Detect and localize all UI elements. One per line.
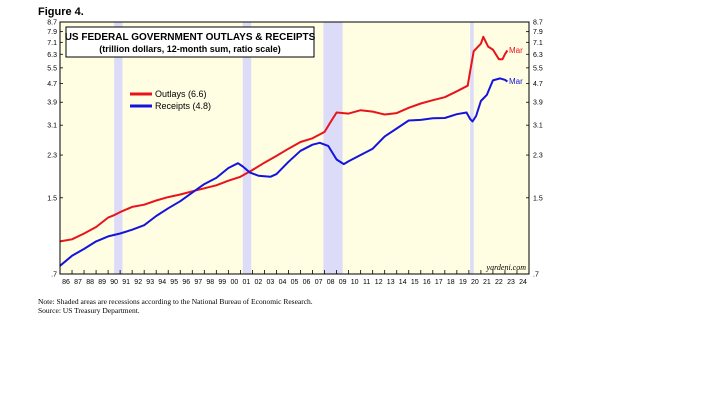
y-tick-label-right: 3.1	[533, 123, 543, 130]
plot-background	[60, 22, 529, 274]
credit: yardeni.com	[486, 263, 527, 272]
y-tick-label-right: .7	[533, 272, 539, 279]
y-tick-label-left: 3.1	[47, 123, 57, 130]
title-box-frame	[65, 26, 315, 58]
y-tick-label-left: 7.1	[47, 40, 57, 47]
x-tick-label: 21	[483, 279, 491, 286]
y-tick-label-right: 3.9	[533, 100, 543, 107]
outlays-end-label: Mar	[509, 46, 523, 55]
x-tick-label: 01	[243, 279, 251, 286]
title-box: US FEDERAL GOVERNMENT OUTLAYS & RECEIPTS…	[65, 26, 316, 58]
y-tick-label-left: 8.7	[47, 20, 57, 27]
x-tick-label: 00	[231, 279, 239, 286]
legend-label-receipts: Receipts (4.8)	[155, 101, 211, 111]
x-tick-label: 87	[74, 279, 82, 286]
x-tick-label: 18	[447, 279, 455, 286]
y-tick-label-right: 5.5	[533, 65, 543, 72]
y-tick-label-left: .7	[51, 272, 57, 279]
x-tick-label: 96	[182, 279, 190, 286]
y-tick-label-left: 4.7	[47, 81, 57, 88]
x-tick-label: 89	[98, 279, 106, 286]
y-tick-label-right: 7.1	[533, 40, 543, 47]
axis-ticks: .7 .7 1.5 1.5 2.3 2.3 3.1 3.1 3.9 3.9 4.7 4.7 5.5 5.5…	[47, 20, 543, 287]
x-tick-label: 94	[158, 279, 166, 286]
x-tick-label: 24	[519, 279, 527, 286]
y-tick-label-right: 7.9	[533, 29, 543, 36]
recession-band	[242, 22, 252, 274]
x-tick-label: 90	[110, 279, 118, 286]
x-tick-label: 03	[267, 279, 275, 286]
y-tick-label-left: 7.9	[47, 29, 57, 36]
plot-frame	[59, 21, 530, 275]
series-line-receipts	[59, 77, 508, 267]
x-tick-label: 04	[279, 279, 287, 286]
y-tick-label-right: 1.5	[533, 195, 543, 202]
y-tick-label-left: 6.3	[47, 52, 57, 59]
x-tick-label: 86	[62, 279, 70, 286]
y-tick-label-right: 2.3	[533, 153, 543, 160]
legend-label-outlays: Outlays (6.6)	[155, 89, 207, 99]
x-tick-label: 13	[387, 279, 395, 286]
series-lines	[59, 35, 509, 267]
y-tick-label-right: 6.3	[533, 52, 543, 59]
x-tick-label: 93	[146, 279, 154, 286]
x-tick-label: 92	[134, 279, 142, 286]
chart-title: US FEDERAL GOVERNMENT OUTLAYS & RECEIPTS	[65, 32, 316, 43]
x-tick-label: 99	[218, 279, 226, 286]
x-tick-label: 15	[411, 279, 419, 286]
y-tick-label-left: 5.5	[47, 65, 57, 72]
x-tick-label: 19	[459, 279, 467, 286]
x-tick-label: 97	[194, 279, 202, 286]
recession-shading	[114, 22, 474, 274]
x-tick-label: 95	[170, 279, 178, 286]
x-tick-label: 88	[86, 279, 94, 286]
x-tick-label: 12	[375, 279, 383, 286]
y-tick-label-left: 1.5	[47, 195, 57, 202]
recession-band	[114, 22, 123, 274]
x-tick-label: 09	[339, 279, 347, 286]
x-tick-label: 08	[327, 279, 335, 286]
x-tick-label: 17	[435, 279, 443, 286]
x-tick-label: 22	[495, 279, 503, 286]
x-tick-label: 91	[122, 279, 130, 286]
y-tick-label-right: 8.7	[533, 20, 543, 27]
x-tick-label: 05	[291, 279, 299, 286]
recession-band	[323, 22, 343, 274]
x-tick-label: 10	[351, 279, 359, 286]
figure-label: Figure 4.	[38, 6, 84, 18]
x-tick-label: 07	[315, 279, 323, 286]
recession-band	[470, 22, 474, 274]
y-tick-label-right: 4.7	[533, 81, 543, 88]
source-note: Source: US Treasury Department.	[38, 306, 140, 315]
x-tick-label: 11	[363, 279, 370, 286]
x-tick-label: 20	[471, 279, 479, 286]
footnote: Note: Shaded areas are recessions accord…	[38, 297, 313, 306]
x-tick-label: 02	[255, 279, 263, 286]
x-tick-label: 06	[303, 279, 311, 286]
x-tick-label: 16	[423, 279, 431, 286]
x-tick-label: 23	[507, 279, 515, 286]
x-tick-label: 14	[399, 279, 407, 286]
y-tick-label-left: 3.9	[47, 100, 57, 107]
x-tick-label: 98	[206, 279, 214, 286]
legend: Outlays (6.6) Receipts (4.8)	[130, 89, 211, 111]
receipts-end-label: Mar	[509, 77, 523, 86]
series-line-outlays	[59, 35, 509, 243]
chart-subtitle: (trillion dollars, 12-month sum, ratio s…	[99, 44, 281, 54]
y-tick-label-left: 2.3	[47, 153, 57, 160]
